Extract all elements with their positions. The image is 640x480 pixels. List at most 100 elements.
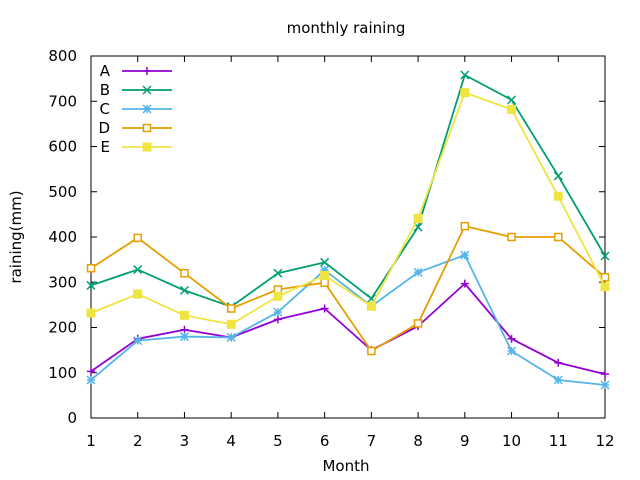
series-e [86,88,610,329]
y-tick-label: 100 [48,364,77,382]
y-tick-label: 500 [48,183,77,201]
data-point [87,367,95,376]
data-point [143,67,151,75]
data-point [600,380,610,390]
data-point [460,279,469,288]
y-tick-label: 0 [67,409,77,427]
data-point [226,304,236,313]
x-tick-label: 9 [460,432,470,450]
data-point [553,191,563,201]
legend-label: D [98,119,110,137]
x-tick-label: 6 [320,432,330,450]
y-tick-label: 300 [48,273,77,291]
legend-entry-b: B [100,81,172,99]
data-point [554,232,563,242]
legend-label: B [100,81,110,99]
data-point [460,221,470,231]
y-tick-label: 600 [48,138,77,156]
legend-entry-e: E [101,138,172,156]
data-point [460,70,470,80]
data-point [553,171,563,181]
series-line [90,225,606,352]
legend-entry-c: C [100,100,172,118]
x-tick-label: 12 [595,432,614,450]
data-point [133,265,143,275]
series-line [90,282,606,375]
series-line [90,74,606,308]
data-point [320,304,329,313]
data-point [554,358,563,367]
data-point [413,213,423,223]
legend-label: A [100,62,111,80]
data-point [179,332,189,342]
y-tick-label: 700 [48,92,77,110]
x-tick-label: 5 [273,432,283,450]
data-point [601,370,609,379]
data-point [507,104,517,114]
data-point [180,325,189,334]
data-point [133,336,143,346]
series-line [90,254,606,386]
series-line [90,91,606,326]
data-point [367,346,376,356]
legend-entry-a: A [100,62,172,80]
series-c [86,250,610,390]
data-point [507,95,517,105]
data-point [180,268,189,278]
data-point [273,291,283,301]
x-tick-label: 10 [502,432,521,450]
legend-label: C [100,100,110,118]
data-point [413,267,423,277]
data-point [142,123,152,133]
data-point [142,104,152,114]
x-tick-label: 3 [180,432,190,450]
data-point [320,257,330,267]
data-point [507,232,516,242]
data-point [142,142,152,152]
data-point [179,310,189,320]
y-tick-label: 400 [48,228,77,246]
data-point [226,319,236,329]
data-point [366,301,376,311]
data-point [320,278,329,287]
series-layer [86,70,610,390]
y-tick-label: 200 [48,319,77,337]
data-point [507,334,516,343]
data-point [273,315,282,324]
data-point [553,375,563,385]
data-point [460,88,470,98]
x-tick-label: 1 [86,432,96,450]
series-b [86,70,610,312]
y-tick-label: 800 [48,47,77,65]
data-point [460,250,470,260]
chart-title: monthly raining [287,19,406,37]
data-point [600,273,610,282]
data-point [226,332,236,342]
data-point [86,263,96,273]
legend-entry-d: D [98,119,172,137]
x-tick-label: 4 [226,432,236,450]
data-point [142,85,152,95]
data-point [133,289,143,299]
x-tick-label: 11 [549,432,568,450]
data-point [600,282,610,292]
data-point [133,233,142,243]
x-tick-label: 7 [367,432,377,450]
data-point [600,251,610,261]
data-point [273,268,283,278]
data-point [273,307,283,317]
data-point [507,346,517,356]
data-point [86,308,96,318]
data-point [86,375,96,385]
data-point [320,270,330,280]
x-tick-label: 8 [413,432,423,450]
data-point [413,319,423,328]
series-d [86,221,610,356]
legend-label: E [101,138,110,156]
x-tick-label: 2 [133,432,143,450]
x-axis-label: Month [322,457,369,475]
y-axis-label: raining(mm) [7,190,25,283]
